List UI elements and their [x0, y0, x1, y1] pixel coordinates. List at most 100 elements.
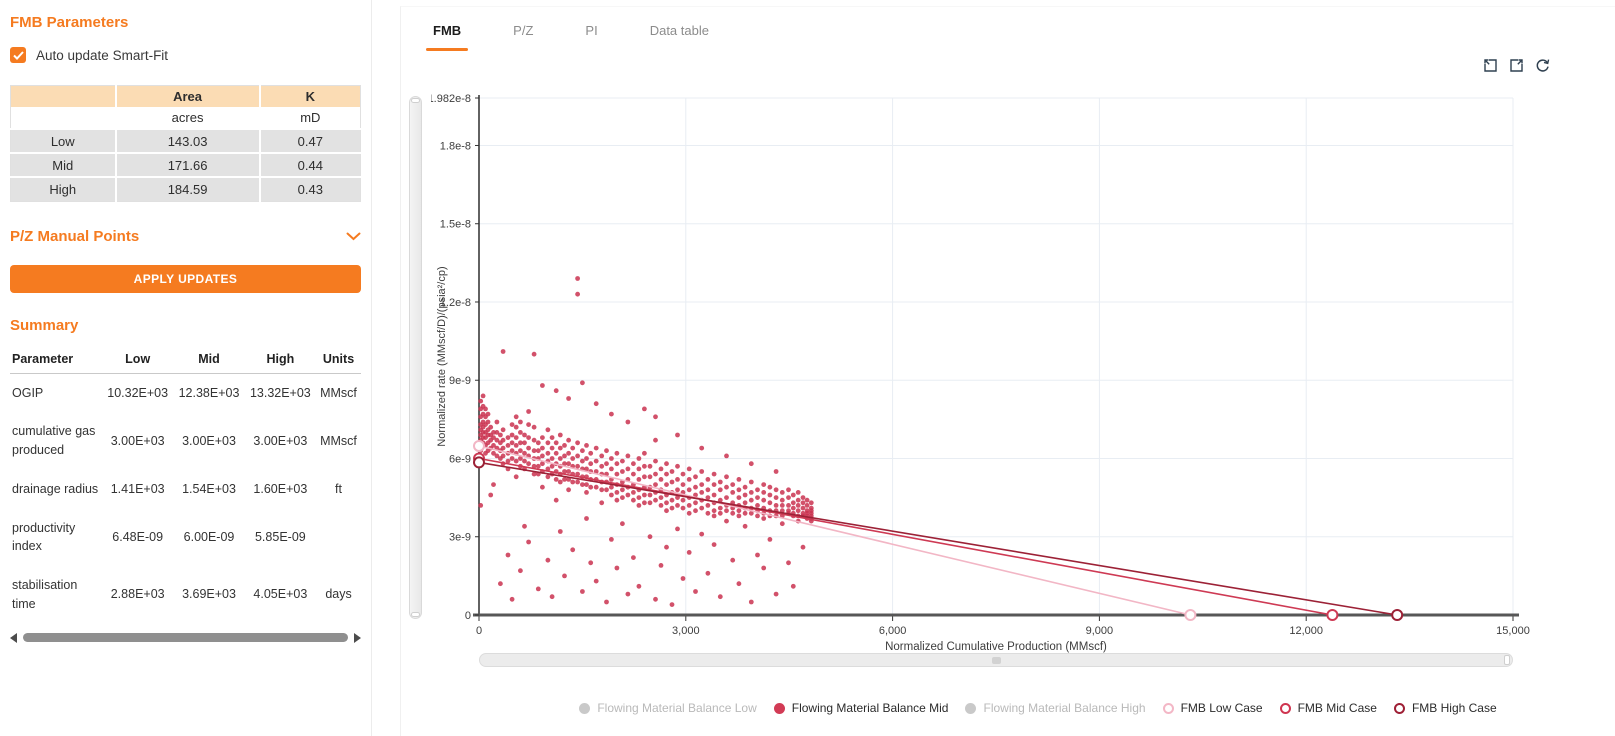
- area-value-cell: 171.66: [114, 152, 260, 177]
- summary-row-ogip: OGIP 10.32E+03 12.38E+03 13.32E+03 MMscf: [10, 373, 361, 412]
- fmb-analysis-main: FMB P/Z PI Data table 0 3e-9 6e-9 9e-9 1.2e-8 1.…: [400, 6, 1615, 736]
- endpoint-marker-fmb-high-case: [1391, 609, 1404, 621]
- legend-ring-icon: [1162, 702, 1174, 714]
- svg-text:1.2e-8: 1.2e-8: [440, 297, 471, 309]
- pz-manual-points-label: P/Z Manual Points: [10, 227, 140, 245]
- tab-label: PI: [585, 23, 598, 38]
- fmb-case-lines: [473, 439, 1404, 621]
- area-value-cell: 184.59: [114, 176, 260, 201]
- slider-handle-top[interactable]: [411, 98, 420, 103]
- svg-text:3,000: 3,000: [672, 625, 700, 637]
- chevron-down-icon[interactable]: [346, 232, 361, 241]
- summary-header-parameter: Parameter: [10, 345, 102, 374]
- line-fmb-low-case: [478, 445, 1191, 616]
- k-value-cell: 0.47: [258, 128, 361, 153]
- axes: [473, 95, 1519, 617]
- tab-bar: FMB P/Z PI Data table: [401, 7, 1615, 53]
- summary-high-cell: 1.60E+03: [253, 481, 308, 496]
- scatter-points-flowing-material-balance-mid: [478, 276, 814, 607]
- svg-text:0: 0: [476, 625, 482, 637]
- legend-fmb-high-case[interactable]: FMB High Case: [1393, 701, 1497, 715]
- fmb-chart[interactable]: 0 3e-9 6e-9 9e-9 1.2e-8 1.5e-8 1.8e-8 1.982e-8 0…: [428, 89, 1571, 659]
- tab-fmb[interactable]: FMB: [407, 9, 487, 51]
- svg-text:1.5e-8: 1.5e-8: [440, 219, 471, 231]
- apply-updates-button[interactable]: APPLY UPDATES: [10, 264, 361, 293]
- legend-flowing-material-balance-high[interactable]: Flowing Material Balance High: [965, 701, 1146, 715]
- summary-title: Summary: [10, 316, 79, 334]
- summary-parameter-cell: drainage radius: [12, 481, 99, 496]
- legend-dot-icon: [965, 702, 977, 714]
- legend-label: Flowing Material Balance High: [983, 701, 1146, 715]
- summary-units-cell: days: [325, 587, 352, 602]
- k-header-cell: K: [258, 85, 361, 107]
- area-units-cell: acres: [114, 107, 260, 129]
- svg-text:3e-9: 3e-9: [449, 532, 471, 544]
- fmb-parameters-panel: FMB Parameters Auto update Smart-Fit Are…: [0, 0, 372, 736]
- scroll-left-icon[interactable]: [10, 632, 17, 643]
- summary-low-cell: 3.00E+03: [110, 433, 165, 448]
- slider-center-grip[interactable]: [992, 657, 1001, 664]
- scrollbar-track[interactable]: [22, 633, 349, 642]
- summary-high-cell: 5.85E-09: [254, 529, 306, 544]
- summary-header-low: Low: [102, 345, 174, 374]
- summary-mid-cell: 1.54E+03: [182, 481, 236, 496]
- summary-mid-cell: 12.38E+03: [178, 385, 240, 400]
- summary-parameter-cell: cumulative gas produced: [12, 424, 96, 457]
- summary-high-cell: 4.05E+03: [253, 587, 308, 602]
- slider-handle-bottom[interactable]: [411, 612, 420, 617]
- summary-low-cell: 10.32E+03: [107, 385, 169, 400]
- slider-right-handle[interactable]: [1504, 655, 1510, 665]
- legend-label: FMB Mid Case: [1297, 701, 1377, 715]
- tab-label: Data table: [649, 23, 709, 38]
- svg-text:6e-9: 6e-9: [449, 453, 471, 465]
- zoom-selection-icon[interactable]: [1482, 57, 1499, 74]
- legend-label: FMB Low Case: [1180, 701, 1263, 715]
- summary-low-cell: 6.48E-09: [112, 529, 164, 544]
- tab-data-table[interactable]: Data table: [624, 9, 735, 51]
- tab-p-z[interactable]: P/Z: [487, 9, 559, 51]
- row-label-cell: Low: [10, 128, 116, 153]
- legend-ring-icon: [1393, 702, 1405, 714]
- summary-high-cell: 3.00E+03: [253, 433, 308, 448]
- line-fmb-mid-case: [478, 457, 1333, 616]
- summary-horizontal-scrollbar[interactable]: [10, 632, 361, 644]
- legend-fmb-low-case[interactable]: FMB Low Case: [1162, 701, 1263, 715]
- gridlines: [479, 97, 1514, 615]
- summary-parameter-cell: stabilisation time: [12, 578, 78, 611]
- refresh-icon[interactable]: [1534, 57, 1551, 74]
- summary-units-cell: MMscf: [320, 433, 357, 448]
- legend-fmb-mid-case[interactable]: FMB Mid Case: [1279, 701, 1377, 715]
- summary-header-units: Units: [316, 345, 361, 374]
- endpoint-marker-fmb-low-case: [473, 439, 485, 452]
- area-value-cell: 143.03: [114, 128, 260, 153]
- params-row-low: Low 143.03 0.47: [10, 128, 361, 153]
- k-value-cell: 0.43: [258, 176, 361, 201]
- svg-text:6,000: 6,000: [879, 625, 907, 637]
- legend-ring-icon: [1279, 702, 1291, 714]
- tab-label: P/Z: [513, 23, 534, 38]
- summary-row-productivity-index: productivity index 6.48E-09 6.00E-09 5.85E-…: [10, 509, 361, 567]
- legend-flowing-material-balance-mid[interactable]: Flowing Material Balance Mid: [773, 701, 948, 715]
- checkbox-checked-icon[interactable]: [10, 47, 26, 63]
- tick-labels: 0 3e-9 6e-9 9e-9 1.2e-8 1.5e-8 1.8e-8 1.982e-8 0…: [428, 93, 1530, 653]
- active-tab-underline: [426, 48, 469, 51]
- legend-flowing-material-balance-low[interactable]: Flowing Material Balance Low: [579, 701, 757, 715]
- svg-text:12,000: 12,000: [1289, 625, 1323, 637]
- scrollbar-handle[interactable]: [23, 633, 348, 642]
- auto-update-smartfit-label: Auto update Smart-Fit: [36, 47, 169, 63]
- legend-label: FMB High Case: [1411, 701, 1497, 715]
- k-value-cell: 0.44: [258, 152, 361, 177]
- y-axis-range-slider[interactable]: [409, 96, 422, 619]
- pz-manual-points-header[interactable]: P/Z Manual Points: [10, 228, 361, 245]
- summary-row-cumulative-gas-produced: cumulative gas produced 3.00E+03 3.00E+03 3…: [10, 412, 361, 470]
- x-axis-range-slider[interactable]: [479, 653, 1513, 667]
- summary-table: Parameter Low Mid High Units OGIP 10.32E+03 12…: [10, 345, 361, 624]
- zoom-undo-icon[interactable]: [1508, 57, 1525, 74]
- auto-update-smartfit-row[interactable]: Auto update Smart-Fit: [10, 47, 361, 63]
- tab-pi[interactable]: PI: [559, 9, 623, 51]
- scroll-right-icon[interactable]: [354, 632, 361, 643]
- row-label-cell: Mid: [10, 152, 116, 177]
- y-axis-title: Normalized rate (MMscf/D)/(psia²/cp): [436, 266, 448, 446]
- chart-legend: Flowing Material Balance Low Flowing Mate…: [401, 701, 1615, 715]
- corner-cell: [10, 85, 116, 107]
